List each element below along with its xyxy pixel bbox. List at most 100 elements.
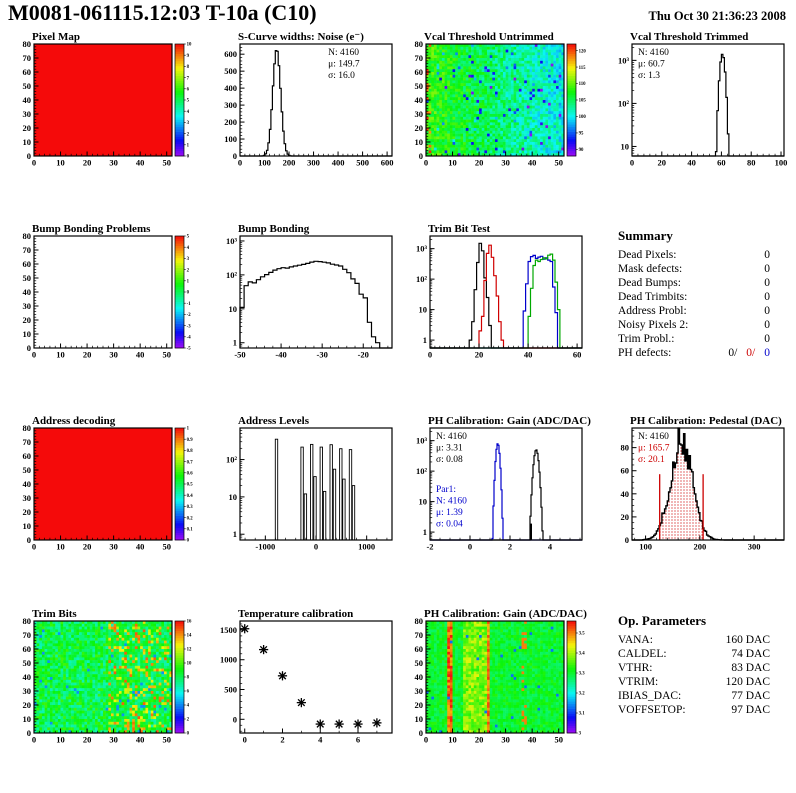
svg-text:0.3: 0.3 [187,505,194,510]
svg-text:σ: 0.08: σ: 0.08 [436,455,463,465]
svg-text:110: 110 [579,82,587,87]
svg-text:30: 30 [109,350,118,360]
svg-text:40: 40 [23,287,32,297]
svg-text:40: 40 [415,95,424,105]
svg-text:100: 100 [639,542,652,552]
svg-text:μ: 3.31: μ: 3.31 [436,444,463,454]
svg-text:10: 10 [56,542,65,552]
svg-text:4: 4 [187,246,190,251]
svg-text:40: 40 [23,479,32,489]
op-parameters-row-value: 77 DAC [731,690,770,703]
svg-text:0: 0 [32,350,36,360]
svg-text:10³: 10³ [618,55,630,65]
svg-text:-1: -1 [187,302,192,307]
svg-text:0: 0 [32,158,36,168]
svg-text:10: 10 [415,137,424,147]
svg-text:0: 0 [27,151,31,161]
svg-text:Vcal Threshold Untrimmed: Vcal Threshold Untrimmed [424,31,554,43]
svg-text:40: 40 [621,489,630,499]
svg-text:σ: 16.0: σ: 16.0 [328,71,355,81]
svg-text:3: 3 [187,257,190,262]
svg-text:10³: 10³ [416,436,428,446]
op-parameters-row-value: 160 DAC [726,634,770,647]
svg-text:0.6: 0.6 [187,472,194,477]
svg-text:500: 500 [356,158,369,168]
svg-text:400: 400 [332,158,345,168]
svg-text:20: 20 [658,158,667,168]
svg-text:40: 40 [528,158,537,168]
summary-row-value: 0 [764,333,770,346]
svg-text:50: 50 [162,542,171,552]
svg-text:50: 50 [23,81,32,91]
op-parameters-row-value: 74 DAC [731,648,770,661]
svg-text:0.7: 0.7 [187,460,194,465]
svg-text:N: 4160: N: 4160 [436,497,467,507]
svg-text:10: 10 [23,521,32,531]
svg-text:50: 50 [554,158,563,168]
svg-text:60: 60 [415,67,424,77]
svg-text:0.9: 0.9 [187,438,194,443]
svg-text:20: 20 [415,123,424,133]
svg-text:95: 95 [579,132,584,137]
svg-text:μ: 165.7: μ: 165.7 [638,444,670,454]
summary-row-label: PH defects: [618,347,671,360]
svg-text:40: 40 [136,350,145,360]
svg-text:10: 10 [23,137,32,147]
svg-text:0.2: 0.2 [187,516,194,521]
svg-text:0: 0 [187,291,190,296]
svg-text:0: 0 [630,158,634,168]
svg-text:4: 4 [187,110,190,115]
svg-text:-40: -40 [275,350,286,360]
svg-text:μ: 1.39: μ: 1.39 [436,508,463,518]
svg-text:0: 0 [187,155,190,160]
op-parameters-row-label: VTRIM: [618,676,658,689]
op-parameters-row-label: VTHR: [618,662,653,675]
svg-text:1: 1 [423,527,427,537]
svg-text:80: 80 [747,158,756,168]
summary-row: Mask defects:0 [618,263,770,276]
svg-text:60: 60 [23,67,32,77]
svg-text:PH Calibration: Gain (ADC/DAC): PH Calibration: Gain (ADC/DAC) [428,415,591,427]
svg-text:20: 20 [621,512,630,522]
svg-text:10²: 10² [416,274,428,284]
svg-text:10: 10 [229,304,238,314]
svg-text:0: 0 [32,542,36,552]
svg-text:20: 20 [23,123,32,133]
op-parameters-row-label: IBIAS_DAC: [618,690,681,703]
svg-text:μ: 149.7: μ: 149.7 [328,60,360,70]
svg-text:0.8: 0.8 [187,449,194,454]
page-title: M0081-061115.12:03 T-10a (C10) [8,0,317,26]
op-parameters-row-label: VOFFSETOP: [618,704,686,717]
svg-text:10²: 10² [226,455,238,465]
svg-text:0: 0 [187,539,190,544]
op-parameters-row: VTRIM:120 DAC [618,676,770,689]
svg-text:Bump Bonding Problems: Bump Bonding Problems [32,223,151,235]
svg-text:20: 20 [23,315,32,325]
svg-text:30: 30 [501,158,510,168]
summary-row-value: 0 [764,249,770,262]
summary-row-value: 0/0/0 [728,347,770,360]
summary-heading: Summary [618,228,796,244]
svg-text:Vcal Threshold Trimmed: Vcal Threshold Trimmed [630,31,748,43]
svg-text:N: 4160: N: 4160 [436,432,467,442]
op-parameters-row: CALDEL:74 DAC [618,648,770,661]
svg-text:0: 0 [625,535,629,545]
svg-text:2: 2 [508,542,512,552]
svg-text:10: 10 [448,158,457,168]
svg-text:50: 50 [415,81,424,91]
svg-text:1: 1 [423,335,427,345]
module-test-report: M0081-061115.12:03 T-10a (C10) Thu Oct 3… [0,0,796,772]
svg-text:1: 1 [233,338,237,348]
op-parameters-row-value: 97 DAC [731,704,770,717]
